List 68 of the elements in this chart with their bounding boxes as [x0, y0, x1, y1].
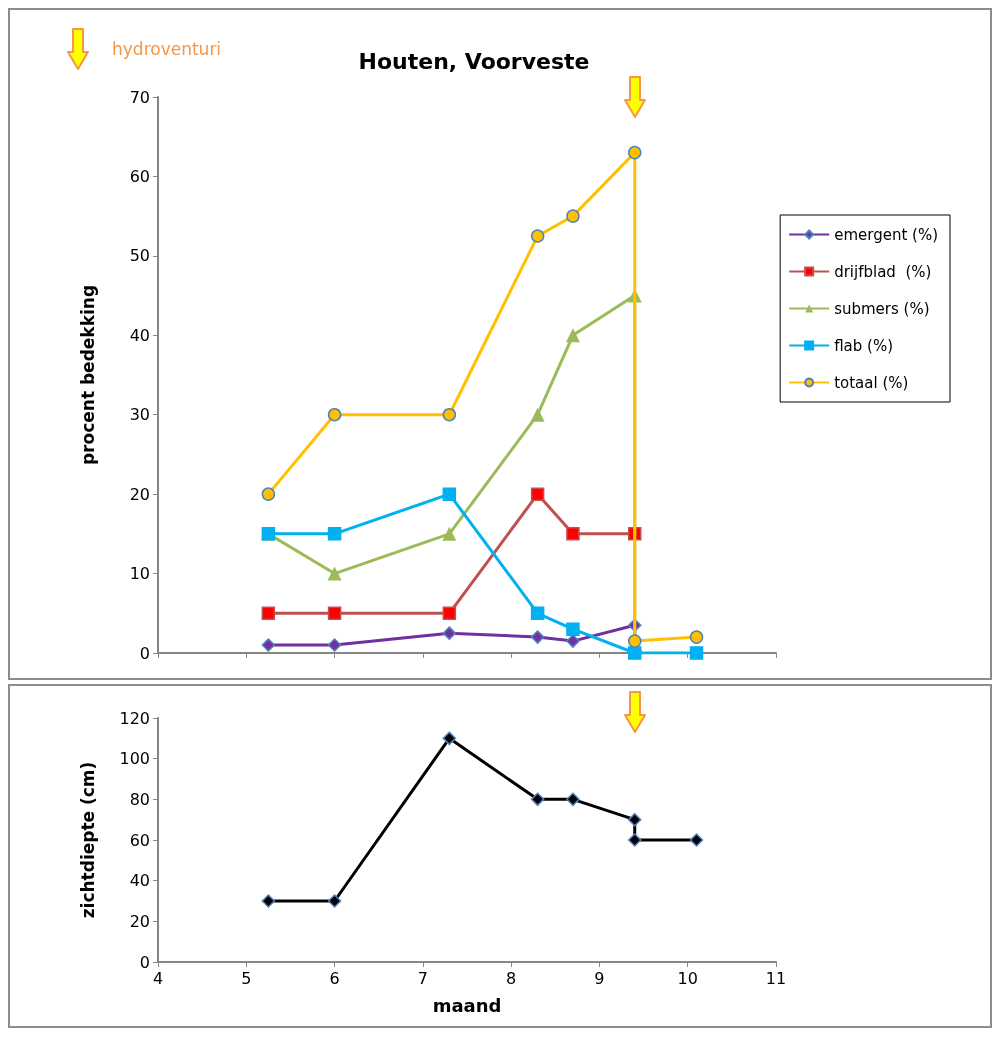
point	[530, 630, 545, 644]
x-tick-label: 5	[241, 968, 252, 988]
y-tick-label: 30	[129, 405, 150, 425]
x-tick-label: 6	[329, 968, 340, 988]
point	[689, 630, 704, 644]
point	[689, 646, 704, 660]
point	[327, 407, 342, 422]
point	[566, 634, 580, 648]
x-tick-label: 7	[417, 968, 428, 988]
point	[566, 527, 580, 541]
y-tick-label: 40	[129, 325, 150, 345]
legend-label: flab (%)	[834, 336, 894, 355]
point	[327, 606, 342, 621]
chart-title: Houten, Voorveste	[358, 48, 590, 74]
point	[261, 894, 276, 908]
y-tick-label: 100	[119, 749, 150, 769]
legend-label: drijfblad (%)	[834, 262, 932, 281]
point	[442, 626, 457, 640]
point	[442, 606, 457, 621]
point	[628, 634, 642, 648]
x-tick-label: 10	[677, 968, 698, 988]
y-tick-label: 40	[129, 871, 150, 891]
y-axis-title: zichtdiepte (cm)	[77, 761, 98, 919]
point	[327, 638, 342, 652]
point	[442, 487, 457, 501]
y-tick-label: 50	[129, 246, 150, 266]
y-tick-label: 20	[129, 484, 150, 504]
point	[627, 833, 642, 847]
point	[566, 792, 580, 807]
point	[566, 622, 580, 636]
point	[261, 638, 276, 652]
point	[442, 526, 457, 541]
y-axis-title: procent bedekking	[77, 284, 98, 466]
x-axis-title: maand	[432, 994, 502, 1016]
y-tick-label: 60	[129, 830, 150, 850]
x-tick-label: 8	[506, 968, 517, 988]
y-tick-label: 20	[129, 911, 150, 931]
legend-label: emergent (%)	[834, 225, 939, 244]
point	[565, 328, 580, 343]
point	[261, 606, 276, 621]
point	[530, 606, 545, 621]
point	[327, 527, 342, 541]
y-tick-label: 0	[139, 952, 150, 972]
point	[530, 229, 545, 243]
point	[327, 566, 342, 581]
point	[530, 792, 545, 807]
x-tick-label: 4	[152, 968, 164, 988]
point	[566, 209, 580, 223]
y-tick-label: 70	[129, 87, 150, 107]
y-tick-label: 60	[129, 166, 150, 186]
point	[628, 145, 642, 160]
point	[530, 407, 545, 422]
x-tick-label: 9	[594, 968, 605, 988]
point	[442, 407, 457, 422]
legend-label: submers (%)	[834, 299, 930, 318]
y-tick-label: 120	[119, 708, 150, 728]
point	[627, 812, 642, 827]
point	[530, 487, 545, 501]
y-tick-label: 10	[129, 564, 150, 584]
x-tick-label: 11	[765, 968, 787, 988]
y-tick-label: 0	[139, 643, 150, 663]
text: hydroventuri	[112, 38, 222, 59]
point	[442, 731, 457, 746]
point	[261, 487, 276, 501]
point	[327, 894, 342, 908]
legend-label: totaal (%)	[834, 373, 909, 392]
y-tick-label: 80	[129, 789, 150, 809]
point	[689, 833, 704, 847]
